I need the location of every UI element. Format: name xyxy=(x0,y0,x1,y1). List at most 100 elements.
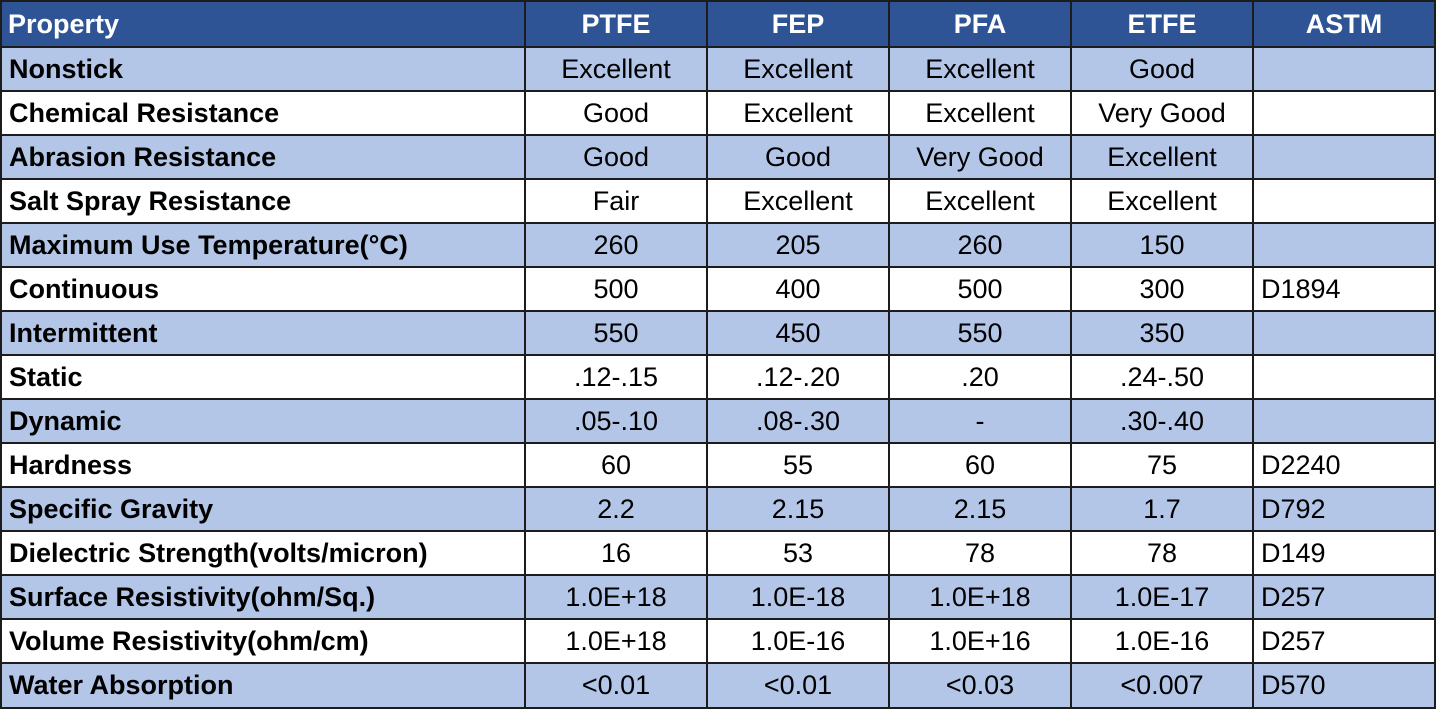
cell-etfe[interactable]: 350 xyxy=(1070,310,1254,356)
cell-fep[interactable]: Excellent xyxy=(706,90,890,136)
cell-property[interactable]: Salt Spray Resistance xyxy=(0,178,526,224)
cell-etfe[interactable]: 300 xyxy=(1070,266,1254,312)
cell-pfa[interactable]: 550 xyxy=(888,310,1072,356)
cell-property[interactable]: Static xyxy=(0,354,526,400)
cell-ptfe[interactable]: Good xyxy=(524,134,708,180)
header-cell-etfe[interactable]: ETFE xyxy=(1070,0,1254,48)
cell-astm[interactable]: D2240 xyxy=(1252,442,1436,488)
header-cell-astm[interactable]: ASTM xyxy=(1252,0,1436,48)
cell-etfe[interactable]: Very Good xyxy=(1070,90,1254,136)
cell-fep[interactable]: 55 xyxy=(706,442,890,488)
cell-astm[interactable]: D149 xyxy=(1252,530,1436,576)
cell-etfe[interactable]: 78 xyxy=(1070,530,1254,576)
cell-fep[interactable]: <0.01 xyxy=(706,662,890,709)
cell-etfe[interactable]: 1.0E-17 xyxy=(1070,574,1254,620)
cell-astm[interactable] xyxy=(1252,310,1436,356)
cell-fep[interactable]: .12-.20 xyxy=(706,354,890,400)
cell-pfa[interactable]: Very Good xyxy=(888,134,1072,180)
cell-ptfe[interactable]: Good xyxy=(524,90,708,136)
cell-ptfe[interactable]: Fair xyxy=(524,178,708,224)
cell-etfe[interactable]: .24-.50 xyxy=(1070,354,1254,400)
cell-property[interactable]: Intermittent xyxy=(0,310,526,356)
cell-etfe[interactable]: Excellent xyxy=(1070,178,1254,224)
cell-property[interactable]: Continuous xyxy=(0,266,526,312)
cell-astm[interactable] xyxy=(1252,46,1436,92)
cell-etfe[interactable]: 75 xyxy=(1070,442,1254,488)
cell-property[interactable]: Surface Resistivity(ohm/Sq.) xyxy=(0,574,526,620)
cell-etfe[interactable]: 150 xyxy=(1070,222,1254,268)
cell-fep[interactable]: 1.0E-18 xyxy=(706,574,890,620)
cell-pfa[interactable]: 260 xyxy=(888,222,1072,268)
cell-etfe[interactable]: 1.0E-16 xyxy=(1070,618,1254,664)
cell-fep[interactable]: Excellent xyxy=(706,178,890,224)
cell-property[interactable]: Volume Resistivity(ohm/cm) xyxy=(0,618,526,664)
table-row: Surface Resistivity(ohm/Sq.) 1.0E+18 1.0E-… xyxy=(0,574,1436,620)
cell-ptfe[interactable]: 16 xyxy=(524,530,708,576)
cell-pfa[interactable]: - xyxy=(888,398,1072,444)
cell-property[interactable]: Dynamic xyxy=(0,398,526,444)
cell-fep[interactable]: 2.15 xyxy=(706,486,890,532)
cell-astm[interactable] xyxy=(1252,134,1436,180)
cell-pfa[interactable]: <0.03 xyxy=(888,662,1072,709)
cell-property[interactable]: Hardness xyxy=(0,442,526,488)
cell-etfe[interactable]: Excellent xyxy=(1070,134,1254,180)
cell-pfa[interactable]: 1.0E+16 xyxy=(888,618,1072,664)
cell-ptfe[interactable]: 550 xyxy=(524,310,708,356)
cell-etfe[interactable]: Good xyxy=(1070,46,1254,92)
cell-ptfe[interactable]: 2.2 xyxy=(524,486,708,532)
cell-astm[interactable]: D1894 xyxy=(1252,266,1436,312)
cell-pfa[interactable]: 60 xyxy=(888,442,1072,488)
cell-property[interactable]: Abrasion Resistance xyxy=(0,134,526,180)
table-header: Property PTFE FEP PFA ETFE ASTM xyxy=(0,0,1436,48)
cell-ptfe[interactable]: .12-.15 xyxy=(524,354,708,400)
cell-pfa[interactable]: Excellent xyxy=(888,178,1072,224)
cell-fep[interactable]: Good xyxy=(706,134,890,180)
cell-astm[interactable]: D257 xyxy=(1252,618,1436,664)
cell-property[interactable]: Maximum Use Temperature(°C) xyxy=(0,222,526,268)
cell-astm[interactable] xyxy=(1252,222,1436,268)
cell-astm[interactable]: D570 xyxy=(1252,662,1436,709)
cell-pfa[interactable]: 2.15 xyxy=(888,486,1072,532)
cell-astm[interactable] xyxy=(1252,398,1436,444)
header-cell-pfa[interactable]: PFA xyxy=(888,0,1072,48)
cell-pfa[interactable]: Excellent xyxy=(888,46,1072,92)
cell-fep[interactable]: 1.0E-16 xyxy=(706,618,890,664)
cell-ptfe[interactable]: 1.0E+18 xyxy=(524,618,708,664)
cell-property[interactable]: Specific Gravity xyxy=(0,486,526,532)
cell-ptfe[interactable]: 260 xyxy=(524,222,708,268)
cell-fep[interactable]: 53 xyxy=(706,530,890,576)
cell-etfe[interactable]: 1.7 xyxy=(1070,486,1254,532)
cell-property[interactable]: Water Absorption xyxy=(0,662,526,709)
cell-ptfe[interactable]: Excellent xyxy=(524,46,708,92)
header-cell-property[interactable]: Property xyxy=(0,0,526,48)
cell-fep[interactable]: 205 xyxy=(706,222,890,268)
cell-ptfe[interactable]: .05-.10 xyxy=(524,398,708,444)
cell-pfa[interactable]: 78 xyxy=(888,530,1072,576)
cell-pfa[interactable]: 500 xyxy=(888,266,1072,312)
cell-fep[interactable]: 450 xyxy=(706,310,890,356)
cell-astm[interactable]: D257 xyxy=(1252,574,1436,620)
cell-ptfe[interactable]: 1.0E+18 xyxy=(524,574,708,620)
cell-fep[interactable]: 400 xyxy=(706,266,890,312)
cell-property[interactable]: Nonstick xyxy=(0,46,526,92)
cell-ptfe[interactable]: 500 xyxy=(524,266,708,312)
cell-etfe[interactable]: .30-.40 xyxy=(1070,398,1254,444)
cell-ptfe[interactable]: <0.01 xyxy=(524,662,708,709)
cell-astm[interactable]: D792 xyxy=(1252,486,1436,532)
cell-property[interactable]: Chemical Resistance xyxy=(0,90,526,136)
table-row: Intermittent 550 450 550 350 xyxy=(0,310,1436,356)
cell-fep[interactable]: Excellent xyxy=(706,46,890,92)
cell-property[interactable]: Dielectric Strength(volts/micron) xyxy=(0,530,526,576)
cell-ptfe[interactable]: 60 xyxy=(524,442,708,488)
cell-etfe[interactable]: <0.007 xyxy=(1070,662,1254,709)
cell-astm[interactable] xyxy=(1252,90,1436,136)
table-row: Hardness 60 55 60 75 D2240 xyxy=(0,442,1436,488)
cell-pfa[interactable]: .20 xyxy=(888,354,1072,400)
cell-astm[interactable] xyxy=(1252,178,1436,224)
cell-fep[interactable]: .08-.30 xyxy=(706,398,890,444)
cell-astm[interactable] xyxy=(1252,354,1436,400)
cell-pfa[interactable]: Excellent xyxy=(888,90,1072,136)
header-cell-fep[interactable]: FEP xyxy=(706,0,890,48)
header-cell-ptfe[interactable]: PTFE xyxy=(524,0,708,48)
cell-pfa[interactable]: 1.0E+18 xyxy=(888,574,1072,620)
